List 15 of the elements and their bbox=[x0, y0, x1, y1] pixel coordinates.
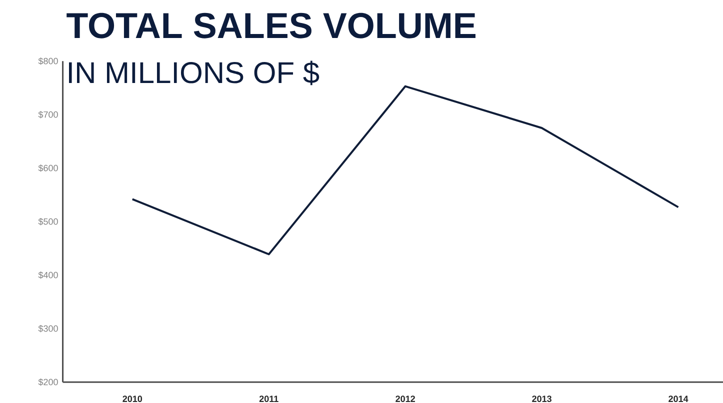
x-tick-label: 2010 bbox=[122, 396, 142, 402]
chart-title: TOTAL SALES VOLUME bbox=[66, 12, 476, 38]
x-tick-label: 2014 bbox=[668, 396, 688, 402]
y-tick-label: $500 bbox=[38, 218, 58, 226]
y-tick-label: $400 bbox=[38, 271, 58, 279]
chart-subtitle: IN MILLIONS OF $ bbox=[68, 60, 320, 86]
line-series bbox=[131, 85, 680, 256]
y-tick-label: $600 bbox=[38, 164, 58, 172]
y-tick-label: $700 bbox=[38, 110, 58, 118]
x-tick-label: 2012 bbox=[396, 396, 415, 402]
y-tick-label: $300 bbox=[38, 324, 58, 332]
y-tick-label: $800 bbox=[38, 57, 58, 65]
y-tick-label: $200 bbox=[38, 378, 58, 386]
x-tick-label: 2013 bbox=[532, 396, 552, 402]
x-tick-label: 2011 bbox=[259, 396, 278, 402]
